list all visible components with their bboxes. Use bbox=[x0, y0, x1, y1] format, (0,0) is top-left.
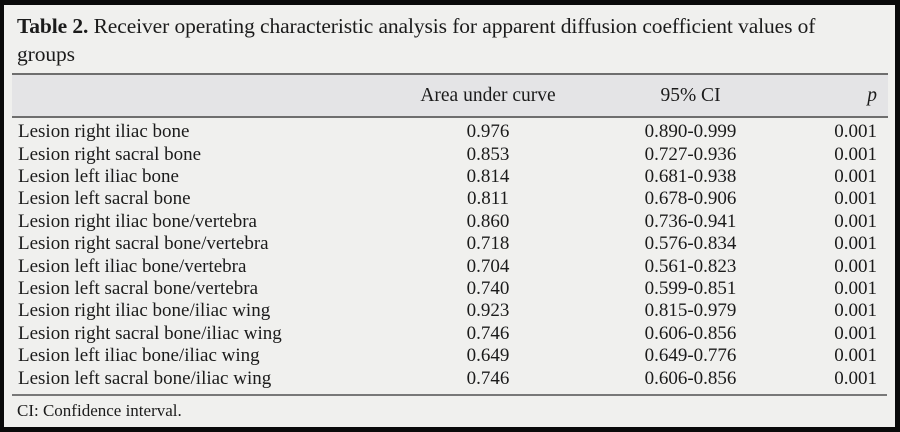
row-ci-value: 0.727-0.936 bbox=[644, 143, 737, 165]
row-p-value: 0.001 bbox=[834, 255, 877, 277]
row-ci-value: 0.736-0.941 bbox=[644, 210, 737, 232]
table-row: Lesion right iliac bone 0.976 0.890-0.99… bbox=[4, 121, 895, 143]
row-label: Lesion left sacral bone/vertebra bbox=[18, 277, 259, 299]
table-row: Lesion left iliac bone 0.814 0.681-0.938… bbox=[4, 166, 895, 188]
row-label: Lesion right sacral bone bbox=[18, 143, 202, 165]
table-row: Lesion left sacral bone 0.811 0.678-0.90… bbox=[4, 188, 895, 210]
row-auc-value: 0.923 bbox=[466, 300, 510, 322]
table-number: Table 2. bbox=[17, 14, 89, 38]
row-auc-value: 0.718 bbox=[466, 233, 510, 255]
row-ci-value: 0.681-0.938 bbox=[644, 166, 737, 187]
header-cell-ci: 95% CI bbox=[660, 84, 721, 106]
row-ci-value: 0.606-0.856 bbox=[644, 367, 737, 389]
row-label: Lesion left sacral bone bbox=[18, 188, 191, 210]
row-label: Lesion left sacral bone/iliac wing bbox=[18, 367, 272, 389]
table-title: Table 2. Receiver operating characterist… bbox=[4, 5, 895, 71]
table-row: Lesion left iliac bone/iliac wing 0.649 … bbox=[4, 345, 895, 367]
row-auc-value: 0.853 bbox=[466, 143, 510, 165]
row-p-value: 0.001 bbox=[834, 210, 877, 232]
row-ci-value: 0.649-0.776 bbox=[644, 345, 737, 367]
row-label: Lesion left iliac bone/iliac wing bbox=[18, 345, 260, 367]
row-label: Lesion right sacral bone/iliac wing bbox=[18, 322, 282, 344]
row-auc-value: 0.814 bbox=[466, 166, 510, 187]
row-label: Lesion right iliac bone bbox=[18, 121, 190, 143]
row-auc-value: 0.976 bbox=[466, 121, 510, 143]
row-p-value: 0.001 bbox=[834, 277, 877, 299]
row-auc-value: 0.746 bbox=[466, 367, 510, 389]
table-row: Lesion right sacral bone/vertebra 0.718 … bbox=[4, 233, 895, 255]
table-row: Lesion left sacral bone/vertebra 0.740 0… bbox=[4, 278, 895, 300]
row-label: Lesion left iliac bone bbox=[18, 166, 179, 187]
row-p-value: 0.001 bbox=[834, 188, 877, 210]
row-p-value: 0.001 bbox=[834, 367, 877, 389]
row-label: Lesion left iliac bone/vertebra bbox=[18, 255, 247, 277]
table-row: Lesion right iliac bone/vertebra 0.860 0… bbox=[4, 211, 895, 233]
row-auc-value: 0.746 bbox=[466, 322, 510, 344]
table-body: Lesion right iliac bone 0.976 0.890-0.99… bbox=[4, 118, 895, 390]
row-label: Lesion right iliac bone/vertebra bbox=[18, 210, 257, 232]
row-p-value: 0.001 bbox=[834, 121, 877, 143]
row-ci-value: 0.576-0.834 bbox=[644, 233, 737, 255]
row-p-value: 0.001 bbox=[834, 322, 877, 344]
header-cell-p: p bbox=[867, 84, 877, 106]
table-row: Lesion left iliac bone/vertebra 0.704 0.… bbox=[4, 255, 895, 277]
row-auc-value: 0.704 bbox=[466, 255, 510, 277]
row-ci-value: 0.678-0.906 bbox=[644, 188, 737, 210]
table-row: Lesion left sacral bone/iliac wing 0.746… bbox=[4, 367, 895, 389]
row-auc-value: 0.649 bbox=[466, 345, 510, 367]
row-ci-value: 0.606-0.856 bbox=[644, 322, 737, 344]
table-row: Lesion right iliac bone/iliac wing 0.923… bbox=[4, 300, 895, 322]
footnote-divider bbox=[12, 393, 887, 396]
table-title-text: Receiver operating characteristic analys… bbox=[17, 14, 816, 66]
table-header: Area under curve 95% CI p bbox=[4, 73, 895, 119]
row-ci-value: 0.599-0.851 bbox=[644, 277, 737, 299]
row-p-value: 0.001 bbox=[834, 143, 877, 165]
row-auc-value: 0.811 bbox=[466, 188, 510, 210]
row-ci-value: 0.561-0.823 bbox=[644, 255, 737, 277]
row-label: Lesion right iliac bone/iliac wing bbox=[18, 300, 271, 322]
row-p-value: 0.001 bbox=[834, 233, 877, 255]
table-footnote: CI: Confidence interval. bbox=[17, 400, 182, 420]
table-row: Lesion right sacral bone 0.853 0.727-0.9… bbox=[4, 143, 895, 165]
header-cell-auc: Area under curve bbox=[420, 84, 556, 106]
row-ci-value: 0.815-0.979 bbox=[644, 300, 737, 322]
row-p-value: 0.001 bbox=[834, 300, 877, 322]
row-label: Lesion right sacral bone/vertebra bbox=[18, 233, 269, 255]
row-ci-value: 0.890-0.999 bbox=[644, 121, 737, 143]
table-row: Lesion right sacral bone/iliac wing 0.74… bbox=[4, 323, 895, 345]
row-auc-value: 0.740 bbox=[466, 277, 510, 299]
row-p-value: 0.001 bbox=[834, 166, 877, 187]
row-auc-value: 0.860 bbox=[466, 210, 510, 232]
row-p-value: 0.001 bbox=[834, 345, 877, 367]
